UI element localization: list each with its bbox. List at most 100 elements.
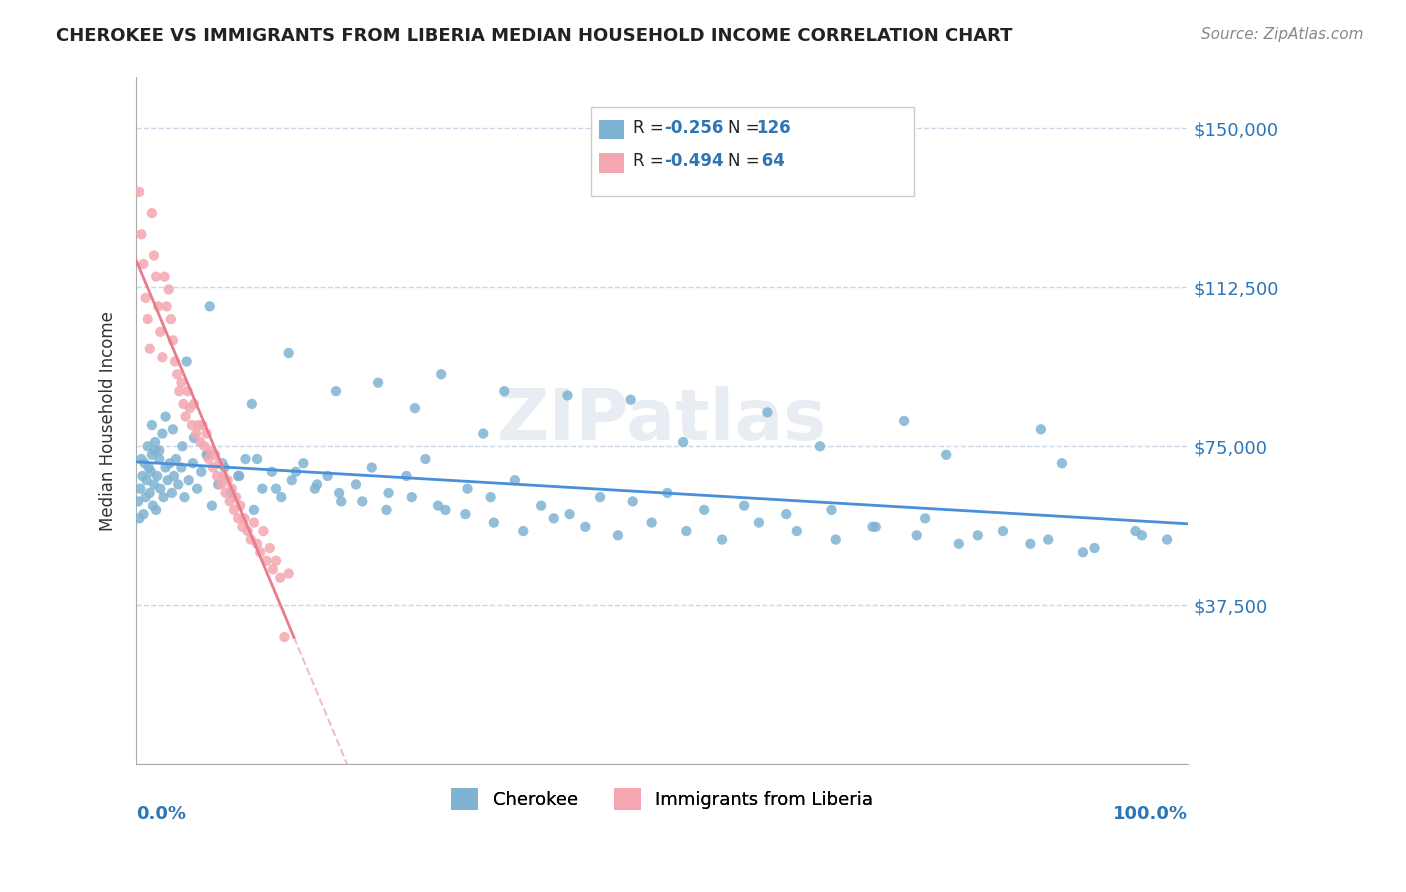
Point — [159, 456, 181, 470]
Point — [163, 354, 186, 368]
Point — [256, 554, 278, 568]
Point — [1029, 422, 1052, 436]
Text: 64: 64 — [756, 153, 786, 170]
Point — [264, 482, 287, 496]
Point — [183, 431, 205, 445]
Text: 100.0%: 100.0% — [1114, 805, 1188, 823]
Point — [141, 418, 163, 433]
Point — [259, 541, 281, 555]
Point — [211, 456, 233, 470]
Point — [132, 507, 155, 521]
Point — [173, 490, 195, 504]
Point — [260, 465, 283, 479]
Point — [190, 465, 212, 479]
Point — [162, 334, 184, 348]
Point — [176, 354, 198, 368]
Point — [574, 520, 596, 534]
Point — [277, 566, 299, 581]
Point — [143, 248, 166, 262]
Point — [148, 452, 170, 467]
Point — [197, 452, 219, 467]
Point — [152, 490, 174, 504]
Point — [1038, 533, 1060, 547]
Point — [543, 511, 565, 525]
Point — [243, 503, 266, 517]
Point — [252, 524, 274, 538]
Point — [159, 312, 181, 326]
Point — [711, 533, 734, 547]
Point — [170, 376, 193, 390]
Point — [344, 477, 367, 491]
Point — [195, 448, 218, 462]
Text: -0.494: -0.494 — [664, 153, 723, 170]
Point — [219, 486, 242, 500]
Point — [172, 397, 194, 411]
Point — [166, 368, 188, 382]
Point — [165, 452, 187, 467]
Legend: Cherokee, Immigrants from Liberia: Cherokee, Immigrants from Liberia — [444, 780, 880, 817]
Point — [131, 452, 153, 467]
Point — [204, 448, 226, 462]
Point — [143, 435, 166, 450]
Point — [131, 227, 153, 242]
Point — [589, 490, 612, 504]
Point — [132, 257, 155, 271]
Point — [155, 409, 177, 424]
Text: CHEROKEE VS IMMIGRANTS FROM LIBERIA MEDIAN HOUSEHOLD INCOME CORRELATION CHART: CHEROKEE VS IMMIGRANTS FROM LIBERIA MEDI… — [56, 27, 1012, 45]
Point — [693, 503, 716, 517]
Point — [149, 482, 172, 496]
Point — [304, 482, 326, 496]
Text: R =: R = — [633, 119, 669, 136]
Point — [607, 528, 630, 542]
Point — [138, 460, 160, 475]
Point — [233, 511, 256, 525]
Point — [167, 384, 190, 399]
Point — [160, 486, 183, 500]
Point — [218, 494, 240, 508]
Point — [181, 456, 204, 470]
Point — [156, 473, 179, 487]
Point — [1050, 456, 1073, 470]
Point — [155, 460, 177, 475]
Point — [191, 418, 214, 433]
Point — [143, 477, 166, 491]
Point — [748, 516, 770, 530]
Text: N =: N = — [728, 119, 765, 136]
Point — [427, 499, 450, 513]
Point — [201, 460, 224, 475]
Point — [135, 490, 157, 504]
Point — [240, 397, 263, 411]
Point — [377, 486, 399, 500]
Point — [434, 503, 457, 517]
Point — [139, 465, 162, 479]
Point — [193, 439, 215, 453]
Point — [135, 291, 157, 305]
Point — [367, 376, 389, 390]
Point — [167, 477, 190, 491]
Point — [865, 520, 887, 534]
Point — [657, 486, 679, 500]
Point — [621, 494, 644, 508]
Point — [143, 443, 166, 458]
Point — [557, 388, 579, 402]
Point — [352, 494, 374, 508]
Point — [172, 439, 194, 453]
Point — [222, 503, 245, 517]
Point — [214, 460, 236, 475]
Point — [482, 516, 505, 530]
Point — [1019, 537, 1042, 551]
Point — [273, 630, 295, 644]
Point — [145, 269, 167, 284]
Point — [148, 299, 170, 313]
Text: R =: R = — [633, 153, 669, 170]
Point — [170, 460, 193, 475]
Point — [131, 469, 153, 483]
Point — [239, 533, 262, 547]
Point — [162, 422, 184, 436]
Point — [221, 482, 243, 496]
Point — [153, 269, 176, 284]
Point — [285, 465, 308, 479]
Point — [252, 482, 274, 496]
Point — [157, 282, 180, 296]
Point — [176, 384, 198, 399]
